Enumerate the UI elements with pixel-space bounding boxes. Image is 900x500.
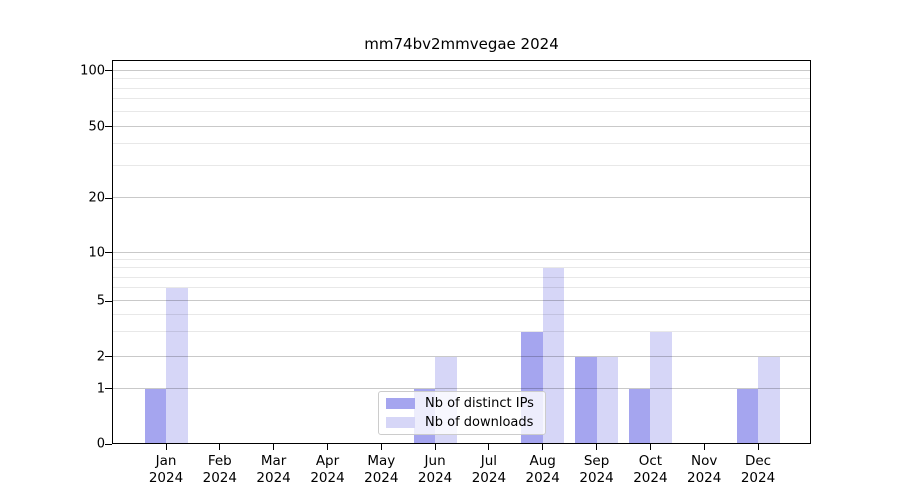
x-tick-mark-mar	[273, 444, 275, 450]
x-axis-tick-label: Aug 2024	[525, 453, 560, 486]
gridline-minor-6	[112, 287, 811, 289]
gridline-minor-60	[112, 110, 811, 112]
x-axis-tick-label: Feb 2024	[202, 453, 237, 486]
y-axis-tick-label: 2	[96, 349, 105, 364]
bar-downloads-jan	[166, 288, 188, 444]
gridline-major-50	[112, 125, 811, 127]
y-axis-tick-label: 5	[96, 293, 105, 309]
x-axis-tick-label: Oct 2024	[633, 453, 668, 486]
x-tick-mark-sep	[596, 444, 598, 450]
gridline-minor-8	[112, 267, 811, 269]
y-axis-tick-label: 1	[96, 381, 105, 396]
gridline-minor-40	[112, 142, 811, 144]
chart-title: mm74bv2mmvegae 2024	[364, 35, 559, 53]
y-axis-tick-label: 50	[88, 119, 105, 134]
y-axis-tick-label: 20	[88, 190, 105, 206]
x-axis-tick-label: May 2024	[364, 453, 399, 486]
x-tick-mark-jun	[434, 444, 436, 450]
legend-swatch-distinct-ips	[386, 398, 415, 409]
bar-distinct-ips-jan	[144, 388, 166, 444]
y-axis-tick-label: 10	[88, 245, 105, 260]
legend: Nb of distinct IPs Nb of downloads	[378, 391, 546, 435]
gridline-minor-4	[112, 313, 811, 315]
bar-downloads-sep	[596, 356, 619, 444]
y-axis-tick-label: 100	[80, 63, 105, 78]
x-tick-mark-jul	[488, 444, 490, 450]
x-tick-mark-oct	[649, 444, 651, 450]
gridline-minor-7	[112, 276, 811, 278]
legend-row-downloads: Nb of downloads	[386, 415, 538, 430]
axis-frame	[112, 60, 811, 444]
gridline-major-100	[112, 69, 811, 71]
y-tick-mark-1	[105, 388, 112, 389]
plot-area: Nb of distinct IPs Nb of downloads 0 1 2 5 1…	[80, 60, 811, 486]
gridline-minor-90	[112, 78, 811, 79]
legend-swatch-downloads	[386, 417, 415, 428]
x-axis-tick-label: Dec 2024	[740, 453, 776, 486]
gridline-minor-30	[112, 165, 811, 167]
legend-label-downloads: Nb of downloads	[425, 415, 534, 430]
x-axis-tick-label: Jan 2024	[148, 453, 184, 486]
gridline-minor-9	[112, 258, 811, 260]
x-tick-mark-dec	[757, 444, 759, 450]
bar-distinct-ips-oct	[628, 388, 651, 444]
bar-distinct-ips-sep	[575, 356, 597, 444]
bar-distinct-ips-dec	[736, 388, 759, 444]
bar-downloads-oct	[650, 331, 672, 444]
x-tick-mark-aug	[542, 444, 544, 450]
gridline-major-10	[112, 251, 811, 253]
gridline-major-1	[112, 387, 811, 389]
x-tick-mark-feb	[219, 444, 221, 450]
x-tick-mark-jan	[165, 444, 167, 450]
gridline-major-20	[112, 197, 811, 198]
gridline-major-2	[112, 355, 811, 357]
y-axis-tick-label: 0	[96, 436, 105, 452]
x-axis-tick-label: Jul 2024	[471, 453, 507, 486]
gridline-major-5	[112, 300, 811, 301]
y-tick-mark-5	[105, 300, 112, 302]
x-tick-mark-apr	[327, 444, 328, 450]
x-axis-tick-label: Jun 2024	[417, 453, 453, 486]
x-axis-tick-label: Apr 2024	[310, 453, 345, 486]
x-tick-mark-may	[380, 444, 382, 450]
legend-label-distinct-ips: Nb of distinct IPs	[425, 396, 534, 411]
x-axis-tick-label: Mar 2024	[256, 453, 291, 486]
y-tick-mark-50	[105, 126, 112, 127]
y-tick-mark-10	[105, 252, 112, 253]
y-tick-mark-2	[105, 356, 112, 357]
y-tick-mark-100	[105, 70, 112, 71]
bar-downloads-dec	[758, 356, 780, 444]
bar-downloads-aug	[542, 268, 565, 444]
y-tick-mark-20	[105, 197, 112, 199]
gridline-minor-70	[112, 98, 811, 100]
x-axis-tick-label: Nov 2024	[687, 453, 722, 486]
x-axis-tick-label: Sep 2024	[579, 453, 614, 486]
y-tick-mark-0	[105, 443, 112, 445]
gridline-minor-3	[112, 330, 811, 332]
gridline-minor-80	[112, 87, 811, 89]
legend-row-distinct-ips: Nb of distinct IPs	[386, 396, 538, 411]
x-tick-mark-nov	[703, 444, 705, 450]
